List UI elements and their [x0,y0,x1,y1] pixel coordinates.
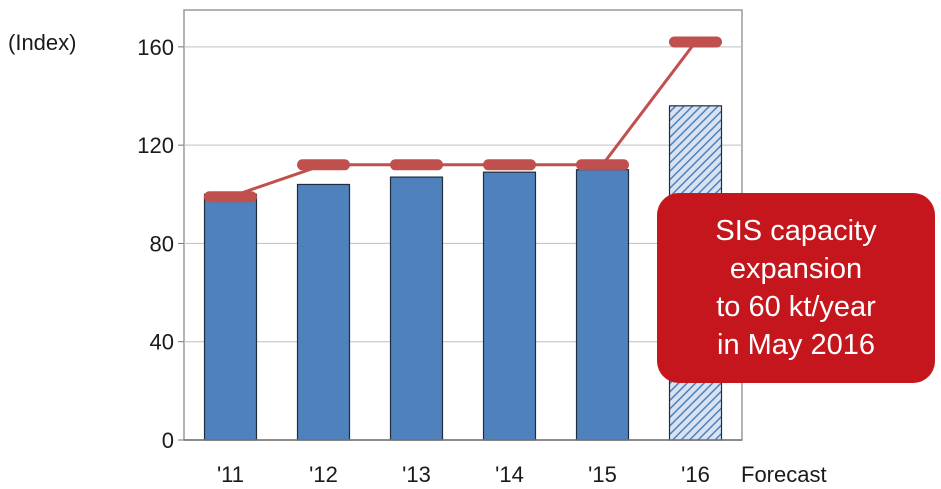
bar [482,171,537,441]
line-series [204,36,722,203]
y-tick-label: 0 [162,428,174,453]
x-tick-label: '14 [495,462,524,487]
x-tick-label: '13 [402,462,431,487]
bar [389,176,444,441]
bar [575,169,630,441]
callout-line-2: expansion [729,253,863,285]
callout-line-4: in May 2016 [717,329,875,361]
x-tick-label: '16 [681,462,710,487]
capacity-expansion-callout: SIS capacity expansion to 60 kt/year in … [657,193,935,383]
plot-area [183,9,743,441]
callout-line-1: SIS capacity [715,215,877,247]
y-tick-label: 120 [137,133,174,158]
y-tick-label: 40 [150,330,174,355]
callout-line-3: to 60 kt/year [716,291,876,323]
x-axis-ticks: '11 '12 '13 '14 '15 '16 [184,439,742,487]
bar [203,193,258,441]
y-tick-label: 80 [150,231,174,256]
x-tick-label: '15 [588,462,617,487]
bar [296,183,351,441]
y-tick-label: 160 [137,35,174,60]
y-axis-label: (Index) [8,30,76,55]
forecast-label: Forecast [741,462,827,487]
y-axis-ticks: 0 40 80 120 160 [137,35,184,453]
x-tick-label: '11 [217,462,244,487]
gridlines [184,46,742,343]
x-tick-label: '12 [309,462,338,487]
